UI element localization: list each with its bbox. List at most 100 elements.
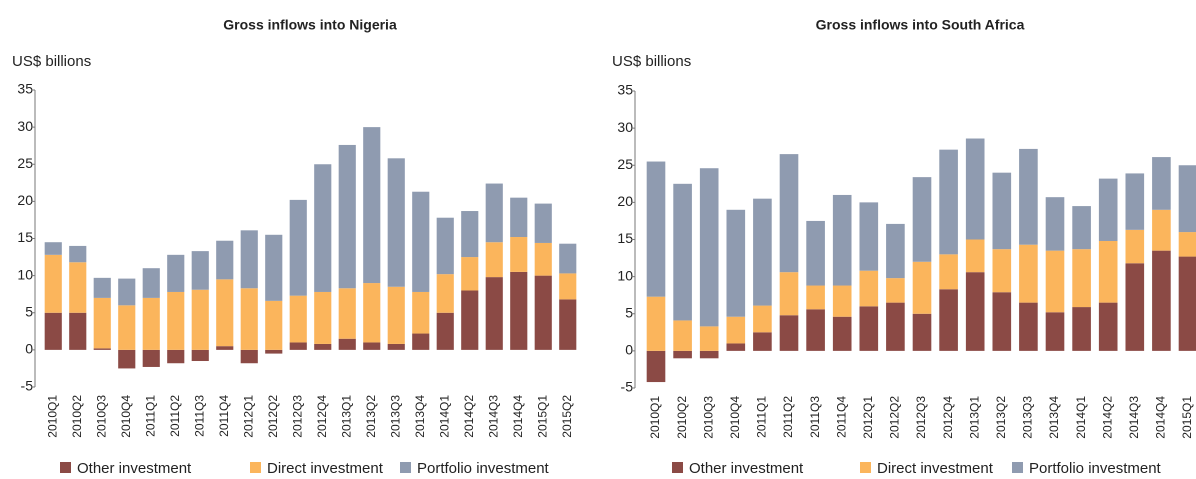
bar-segment xyxy=(363,283,381,343)
y-tick-label: 35 xyxy=(17,81,33,97)
x-tick-label: 2014Q4 xyxy=(511,395,525,438)
bar-segment xyxy=(912,313,932,351)
y-tick-label: 20 xyxy=(17,192,33,208)
bar-segment xyxy=(1125,263,1145,351)
bar-segment xyxy=(436,274,454,313)
x-tick-label: 2010Q1 xyxy=(45,395,59,438)
bar-segment xyxy=(832,285,852,317)
bar-segment xyxy=(965,239,985,273)
bar-segment xyxy=(779,272,799,316)
x-tick-label: 2014Q3 xyxy=(1127,396,1141,439)
bar-segment xyxy=(939,149,958,255)
y-tick-label: 25 xyxy=(617,156,633,172)
x-tick-label: 2014Q2 xyxy=(1100,396,1114,439)
bar-segment xyxy=(412,291,430,334)
legend-label: Portfolio investment xyxy=(417,460,550,477)
bar-segment xyxy=(387,158,405,287)
bar-segment xyxy=(142,349,160,367)
bar-segment xyxy=(912,261,932,314)
y-tick-label: 10 xyxy=(617,267,633,283)
x-tick-label: 2011Q2 xyxy=(168,395,182,437)
bar-segment xyxy=(1125,173,1145,230)
bar-segment xyxy=(167,254,185,292)
bar-segment xyxy=(699,350,719,359)
y-tick-label: 20 xyxy=(617,193,633,209)
bar-segment xyxy=(363,342,381,350)
y-axis-label: US$ billions xyxy=(612,53,691,70)
x-tick-label: 2014Q3 xyxy=(486,395,500,438)
bar-segment xyxy=(1178,256,1196,351)
x-tick-label: 2013Q1 xyxy=(339,395,353,438)
bar-segment xyxy=(886,302,905,351)
x-tick-label: 2010Q3 xyxy=(94,395,108,438)
bar-segment xyxy=(673,320,692,351)
x-tick-label: 2013Q1 xyxy=(967,396,981,439)
x-tick-label: 2015Q2 xyxy=(560,395,574,438)
y-tick-label: 0 xyxy=(25,341,33,357)
bar-segment xyxy=(534,242,552,276)
bar-segment xyxy=(939,254,958,290)
bar-segment xyxy=(832,194,852,286)
bar-segment xyxy=(510,237,528,272)
bar-segment xyxy=(859,270,879,307)
bar-segment xyxy=(699,168,719,327)
x-tick-label: 2012Q1 xyxy=(861,396,875,439)
bar-segment xyxy=(673,183,692,321)
bar-segment xyxy=(992,249,1012,293)
bar-segment xyxy=(387,343,405,350)
bar-segment xyxy=(118,305,136,350)
bar-segment xyxy=(44,312,62,350)
bar-segment xyxy=(726,316,746,344)
x-tick-label: 2012Q2 xyxy=(888,396,902,439)
y-tick-label: 5 xyxy=(25,303,33,319)
bar-segment xyxy=(965,138,985,240)
bar-segment xyxy=(44,254,62,313)
bar-segment xyxy=(559,299,577,350)
chart-title: Gross inflows into South Africa xyxy=(816,17,1025,33)
bar-segment xyxy=(485,183,503,243)
y-tick-label: 35 xyxy=(617,82,633,98)
bar-segment xyxy=(289,199,307,296)
bar-segment xyxy=(965,272,985,351)
bar-segment xyxy=(265,234,283,301)
bar-segment xyxy=(1045,197,1065,251)
x-tick-label: 2013Q3 xyxy=(1021,396,1035,439)
x-tick-label: 2014Q4 xyxy=(1154,396,1168,439)
bar-segment xyxy=(1072,249,1091,308)
x-tick-label: 2010Q2 xyxy=(675,396,689,439)
legend-label: Other investment xyxy=(77,460,192,477)
y-tick-label: 25 xyxy=(17,155,33,171)
x-tick-label: 2015Q1 xyxy=(1180,396,1194,439)
legend-swatch xyxy=(672,462,683,473)
bar-segment xyxy=(436,217,454,275)
bar-segment xyxy=(1152,209,1171,251)
x-tick-label: 2010Q4 xyxy=(119,395,133,438)
bar-segment xyxy=(191,251,209,290)
bar-segment xyxy=(779,315,799,351)
bar-segment xyxy=(1178,232,1196,257)
bar-segment xyxy=(699,326,719,351)
bar-segment xyxy=(1019,302,1038,351)
bar-segment xyxy=(806,309,825,351)
bar-segment xyxy=(289,295,307,343)
bar-segment xyxy=(216,240,234,280)
bar-segment xyxy=(338,338,356,350)
bar-segment xyxy=(534,275,552,350)
x-tick-label: 2010Q4 xyxy=(728,396,742,439)
bar-segment xyxy=(859,202,879,271)
bar-segment xyxy=(673,350,692,359)
bar-segment xyxy=(1098,240,1118,303)
bar-segment xyxy=(806,220,825,286)
legend-swatch xyxy=(1012,462,1023,473)
bar-segment xyxy=(886,223,905,279)
bar-segment xyxy=(69,312,87,350)
x-tick-label: 2015Q1 xyxy=(535,395,549,438)
x-tick-label: 2011Q3 xyxy=(192,395,206,437)
x-tick-label: 2012Q1 xyxy=(241,395,255,438)
bar-segment xyxy=(93,277,111,298)
bar-segment xyxy=(806,285,825,310)
legend-swatch xyxy=(60,462,71,473)
bar-segment xyxy=(69,262,87,313)
legend-swatch xyxy=(860,462,871,473)
